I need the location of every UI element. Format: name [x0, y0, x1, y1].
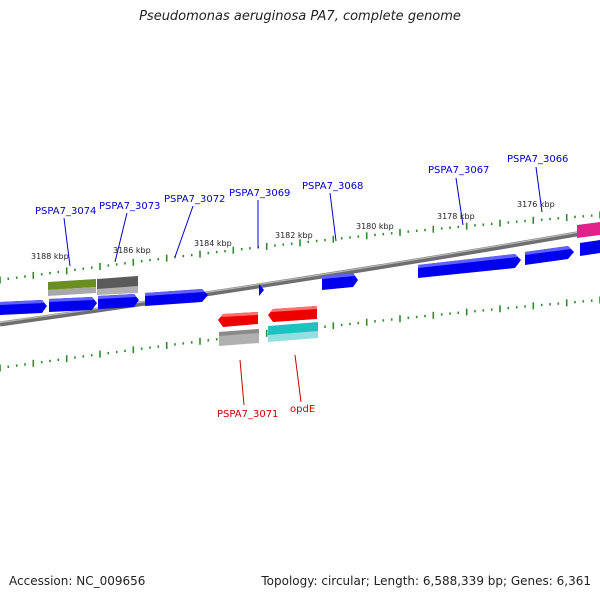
cds-forward-1[interactable]: [0, 300, 47, 315]
gene-label-pspa7-3072[interactable]: PSPA7_3072: [164, 194, 225, 205]
gene-label-pspa7-3073[interactable]: PSPA7_3073: [99, 201, 160, 212]
scale-label-3176: 3176 kbp: [517, 200, 555, 209]
gene-label-pspa7-3074[interactable]: PSPA7_3074: [35, 206, 96, 217]
cds-reverse-1[interactable]: [218, 312, 258, 327]
cds-forward-9[interactable]: [580, 240, 600, 256]
reverse-gene-leaders: [239, 354, 302, 406]
cds-forward-5[interactable]: [259, 284, 264, 296]
scale-label-3182: 3182 kbp: [275, 231, 313, 240]
cds-reverse-2[interactable]: [268, 306, 317, 322]
genome-backbone: [0, 227, 600, 327]
gene-label-pspa7-3071[interactable]: PSPA7_3071: [217, 409, 278, 420]
accession-text: Accession: NC_009656: [9, 574, 146, 588]
cds-forward-3[interactable]: [98, 294, 139, 309]
scale-label-3186: 3186 kbp: [113, 246, 151, 255]
scale-label-3178: 3178 kbp: [437, 212, 475, 221]
genome-title: Pseudomonas aeruginosa PA7, complete gen…: [139, 9, 461, 24]
gene-label-pspa7-3068[interactable]: PSPA7_3068: [302, 181, 363, 192]
cog-feature-olive[interactable]: [48, 279, 96, 296]
scale-label-3188: 3188 kbp: [31, 252, 69, 261]
gene-label-pspa7-3069[interactable]: PSPA7_3069: [229, 188, 290, 199]
outer-scale-ring: [0, 211, 600, 284]
gene-label-opde[interactable]: opdE: [290, 404, 315, 415]
cds-forward-2[interactable]: [49, 297, 97, 312]
cds-forward-4[interactable]: [145, 289, 208, 306]
genome-backbone-highlight: [0, 227, 600, 324]
cog-feature-cyan[interactable]: [268, 322, 318, 342]
cds-forward-6[interactable]: [322, 273, 358, 290]
genome-summary-text: Topology: circular; Length: 6,588,339 bp…: [261, 574, 591, 588]
cog-feature-gray[interactable]: [97, 276, 138, 295]
gene-label-pspa7-3066[interactable]: PSPA7_3066: [507, 154, 568, 165]
scale-label-3184: 3184 kbp: [194, 239, 232, 248]
scale-label-3180: 3180 kbp: [356, 222, 394, 231]
cds-forward-7[interactable]: [418, 254, 521, 278]
forward-gene-leaders: [63, 166, 543, 267]
gene-label-pspa7-3067[interactable]: PSPA7_3067: [428, 165, 489, 176]
cds-forward-8[interactable]: [525, 246, 574, 265]
cog-feature-magenta[interactable]: [577, 222, 600, 238]
cog-feature-lightgray[interactable]: [219, 329, 259, 346]
